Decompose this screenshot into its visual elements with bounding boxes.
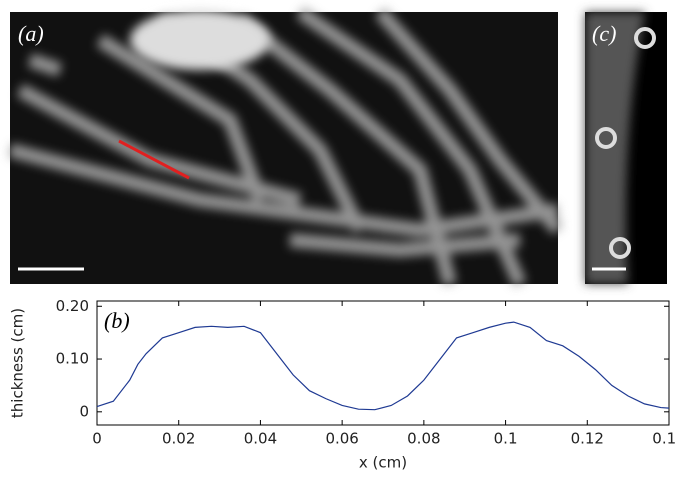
x-axis-label: x (cm) [359,454,407,472]
x-tick-label: 0.08 [407,430,440,448]
image-a: (a) [8,6,564,287]
panel-label: (c) [592,21,616,46]
x-tick-label: 0.02 [162,430,195,448]
data-line [96,321,670,411]
y-axis-label: thickness (cm) [9,308,27,418]
x-tick-label: 0.14 [652,430,676,448]
x-tick-label: 0 [92,430,102,448]
x-tick-label: 0.1 [494,430,518,448]
x-tick-label: 0.12 [571,430,604,448]
x-tick-label: 0.04 [244,430,277,448]
plot-frame [96,300,670,426]
y-tick-label: 0.20 [56,297,89,315]
x-tick-label: 0.06 [325,430,358,448]
y-tick-label: 0.10 [56,350,89,368]
panel-label: (b) [104,308,130,333]
panel-label: (a) [18,21,44,46]
image-c: (c) [585,12,667,284]
y-tick-label: 0 [79,402,89,420]
